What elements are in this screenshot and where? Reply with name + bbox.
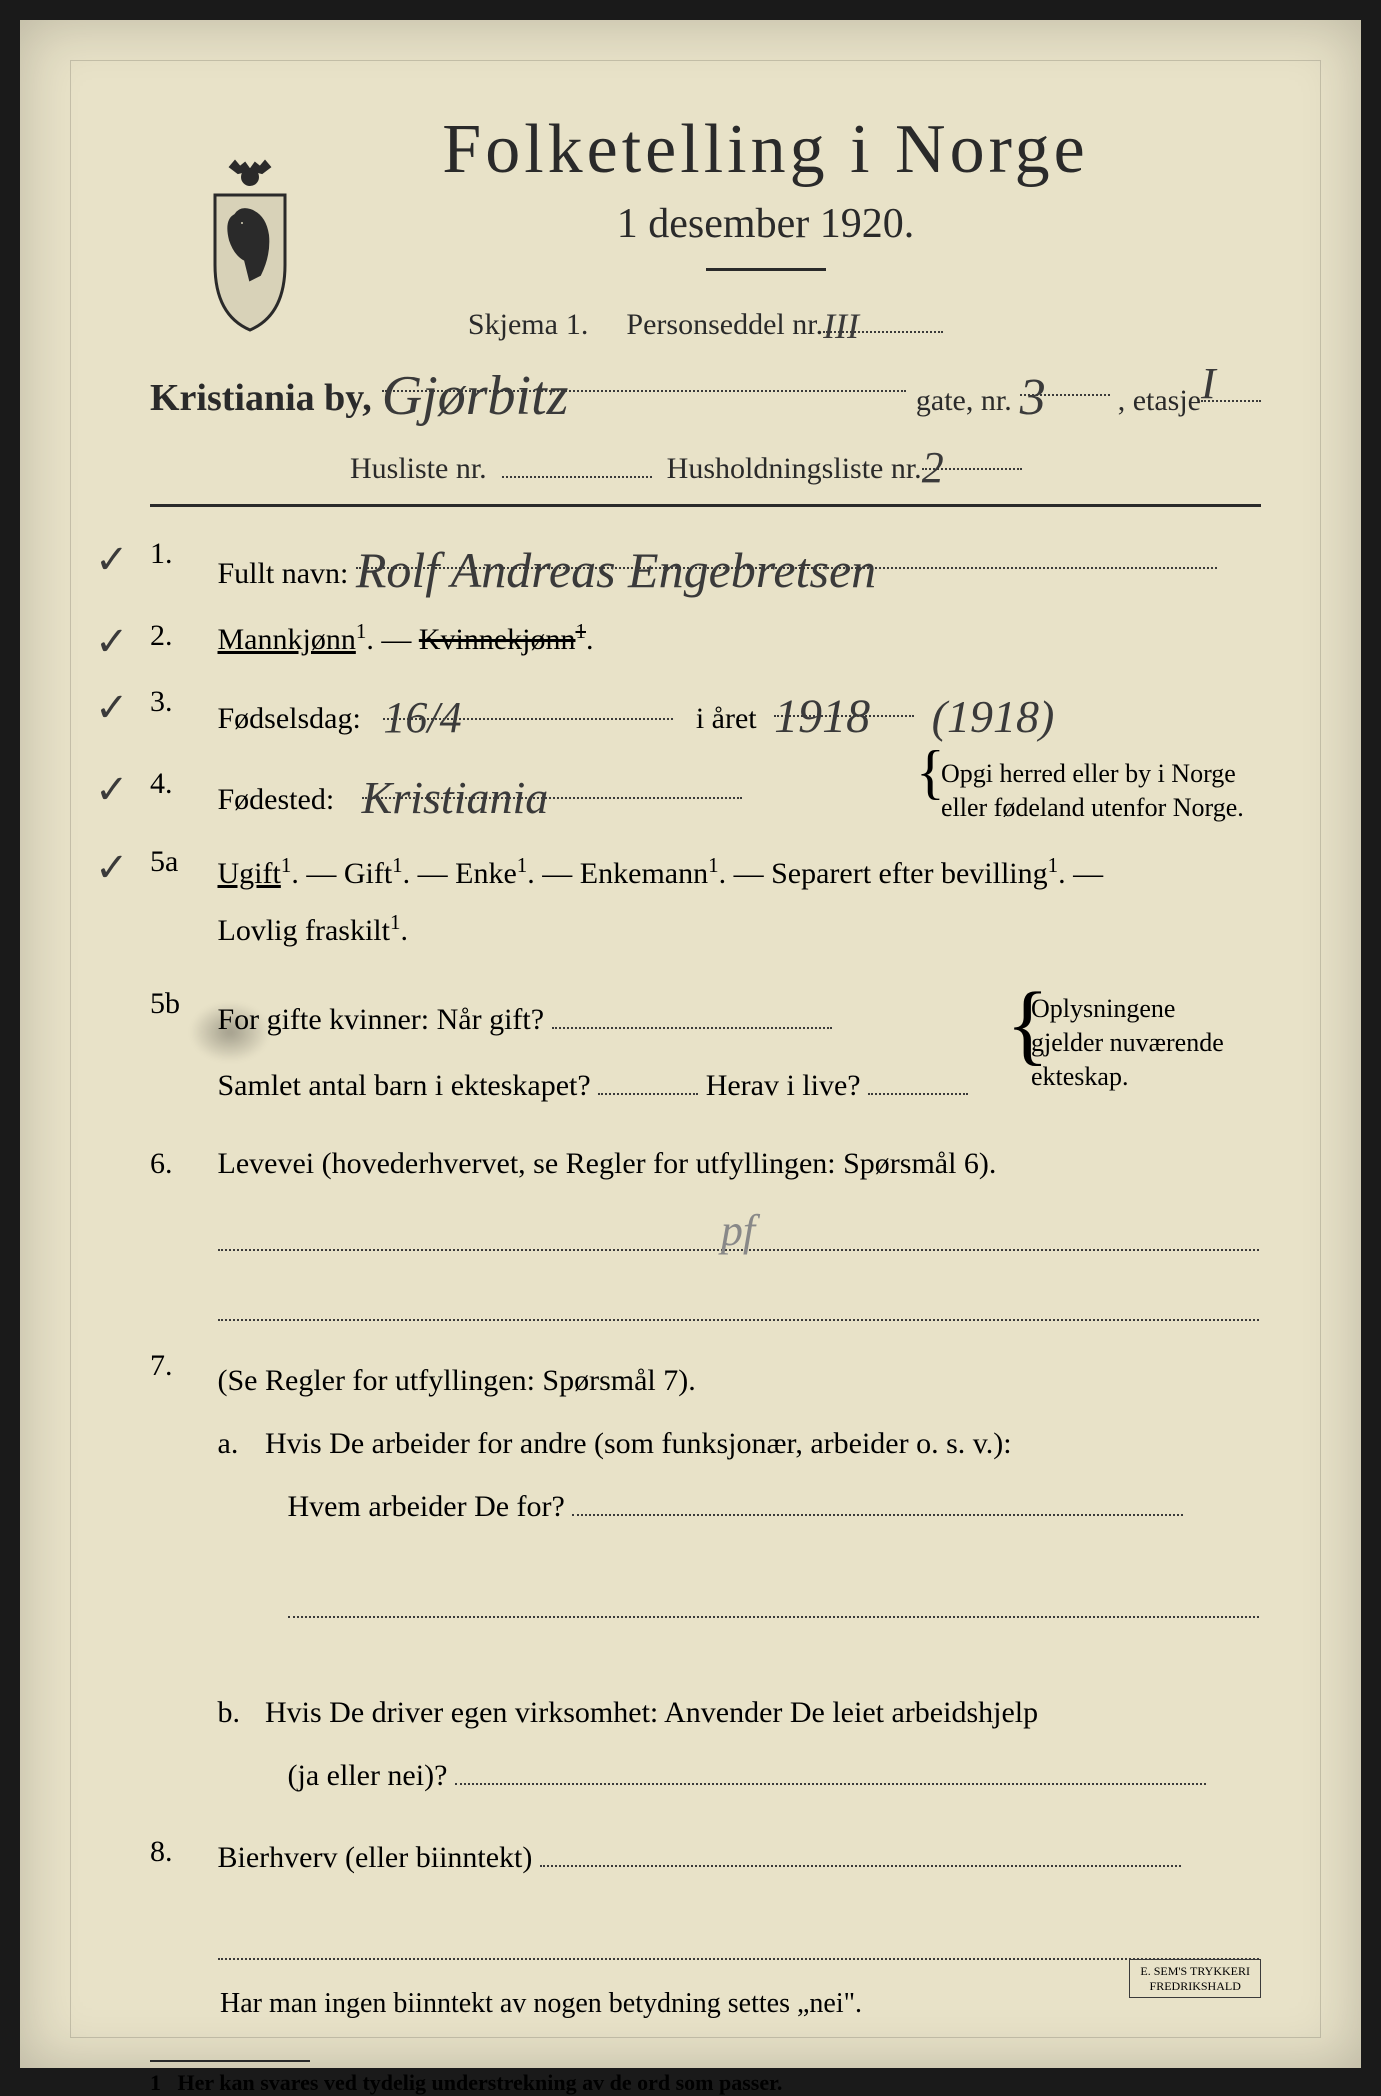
q5b-note: { Oplysningene gjelder nuværende ekteska… — [1031, 992, 1261, 1093]
q5b-herav-label: Herav i live? — [706, 1069, 861, 1102]
q2-kvinne: Kvinnekjønn — [419, 623, 576, 656]
husliste-line: Husliste nr. Husholdningsliste nr. 2 — [350, 438, 1261, 486]
checkmark-icon: ✓ — [95, 767, 129, 813]
form-number-line: Skjema 1. Personseddel nr. III — [150, 301, 1261, 342]
footnote-text: Her kan svares ved tydelig understreknin… — [178, 2070, 783, 2095]
q7b-num: b. — [218, 1681, 258, 1744]
q3-num: 3. — [150, 685, 210, 719]
question-5a: ✓ 5a Ugift1. — Gift1. — Enke1. — Enkeman… — [150, 845, 1261, 959]
divider-rule — [150, 504, 1261, 507]
question-7: 7. (Se Regler for utfyllingen: Spørsmål … — [150, 1349, 1261, 1807]
q5a-enkemann: Enkemann — [580, 857, 708, 890]
q5a-gift: Gift — [344, 857, 392, 890]
q1-value: Rolf Andreas Engebretsen — [356, 542, 876, 598]
q5a-separert: Separert efter bevilling — [771, 857, 1048, 890]
hushold-label: Husholdningsliste nr. — [667, 452, 922, 486]
q4-label: Fødested: — [218, 783, 335, 816]
q3-year-paren: (1918) — [932, 691, 1055, 742]
q5a-enke: Enke — [455, 857, 517, 890]
q5a-fraskilt: Lovlig fraskilt — [218, 914, 390, 947]
q4-num: 4. — [150, 767, 210, 801]
title-rule — [706, 268, 826, 271]
q3-day: 16/4 — [383, 693, 461, 742]
q2-mann: Mannkjønn — [218, 623, 356, 656]
gate-value: 3 — [1020, 369, 1046, 426]
printer-stamp: E. SEM'S TRYKKERI FREDRIKSHALD — [1129, 1959, 1261, 1998]
question-6: 6. Levevei (hovederhvervet, se Regler fo… — [150, 1147, 1261, 1321]
q8-num: 8. — [150, 1835, 210, 1869]
q7a-line1: Hvis De arbeider for andre (som funksjon… — [265, 1427, 1012, 1460]
q7a-num: a. — [218, 1412, 258, 1475]
q2-num: 2. — [150, 619, 210, 653]
census-form-document: Folketelling i Norge 1 desember 1920. Sk… — [20, 20, 1361, 2068]
question-1: ✓ 1. Fullt navn: Rolf Andreas Engebretse… — [150, 537, 1261, 591]
q4-note: { Opgi herred eller by i Norge eller fød… — [941, 757, 1261, 825]
gate-label: gate, nr. — [916, 384, 1012, 418]
q6-num: 6. — [150, 1147, 210, 1181]
subtitle: 1 desember 1920. — [270, 200, 1261, 248]
q6-label: Levevei (hovederhvervet, se Regler for u… — [218, 1147, 997, 1180]
question-8: 8. Bierhverv (eller biinntekt) — [150, 1835, 1261, 1960]
checkmark-icon: ✓ — [95, 845, 129, 891]
etasje-label: , etasje — [1118, 384, 1201, 418]
q4-value: Kristiania — [362, 772, 549, 823]
question-3: ✓ 3. Fødselsdag: 16/4 i året 1918 (1918) — [150, 685, 1261, 739]
city-label: Kristiania by, — [150, 376, 372, 420]
q5a-num: 5a — [150, 845, 210, 879]
q1-num: 1. — [150, 537, 210, 571]
end-note: Har man ingen biinntekt av nogen betydni… — [220, 1988, 1261, 2020]
q7-num: 7. — [150, 1349, 210, 1383]
q7b-line1: Hvis De driver egen virksomhet: Anvender… — [265, 1696, 1038, 1729]
checkmark-icon: ✓ — [95, 685, 129, 731]
hushold-value: 2 — [922, 443, 944, 492]
q7b-line2: (ja eller nei)? — [288, 1759, 448, 1792]
question-4: ✓ 4. Fødested: Kristiania { Opgi herred … — [150, 767, 1261, 817]
ink-smudge — [190, 1002, 270, 1062]
personseddel-value: III — [823, 306, 859, 346]
q7a-line2: Hvem arbeider De for? — [288, 1490, 565, 1523]
header: Folketelling i Norge 1 desember 1920. — [270, 110, 1261, 271]
skjema-label: Skjema — [468, 308, 558, 342]
brace-icon: { — [1006, 1002, 1049, 1047]
skjema-num: 1. — [566, 308, 589, 342]
personseddel-label: Personseddel nr. — [626, 308, 823, 342]
q5a-ugift: Ugift — [218, 857, 281, 890]
brace-icon: { — [916, 757, 945, 787]
q5b-barn-label: Samlet antal barn i ekteskapet? — [218, 1069, 591, 1102]
q1-label: Fullt navn: — [218, 557, 349, 590]
q3-year-label: i året — [696, 702, 757, 735]
footnote: 1 Her kan svares ved tydelig understrekn… — [150, 2060, 1261, 2096]
question-2: ✓ 2. Mannkjønn1. — Kvinnekjønn1. — [150, 619, 1261, 657]
question-5b: 5b For gifte kvinner: Når gift? Samlet a… — [150, 987, 1261, 1119]
checkmark-icon: ✓ — [95, 619, 129, 665]
q3-year: 1918 — [774, 690, 870, 743]
etasje-value: I — [1201, 359, 1216, 408]
footnote-marker: 1 — [150, 2070, 161, 2095]
street-value: Gjørbitz — [382, 365, 569, 427]
q3-label: Fødselsdag: — [218, 702, 361, 735]
husliste-label: Husliste nr. — [350, 452, 487, 486]
checkmark-icon: ✓ — [95, 537, 129, 583]
q6-value: pf — [721, 1206, 755, 1255]
address-line: Kristiania by, Gjørbitz gate, nr. 3 , et… — [150, 360, 1261, 420]
main-title: Folketelling i Norge — [270, 110, 1261, 190]
q8-label: Bierhverv (eller biinntekt) — [218, 1841, 533, 1874]
q7-label: (Se Regler for utfyllingen: Spørsmål 7). — [218, 1364, 696, 1397]
